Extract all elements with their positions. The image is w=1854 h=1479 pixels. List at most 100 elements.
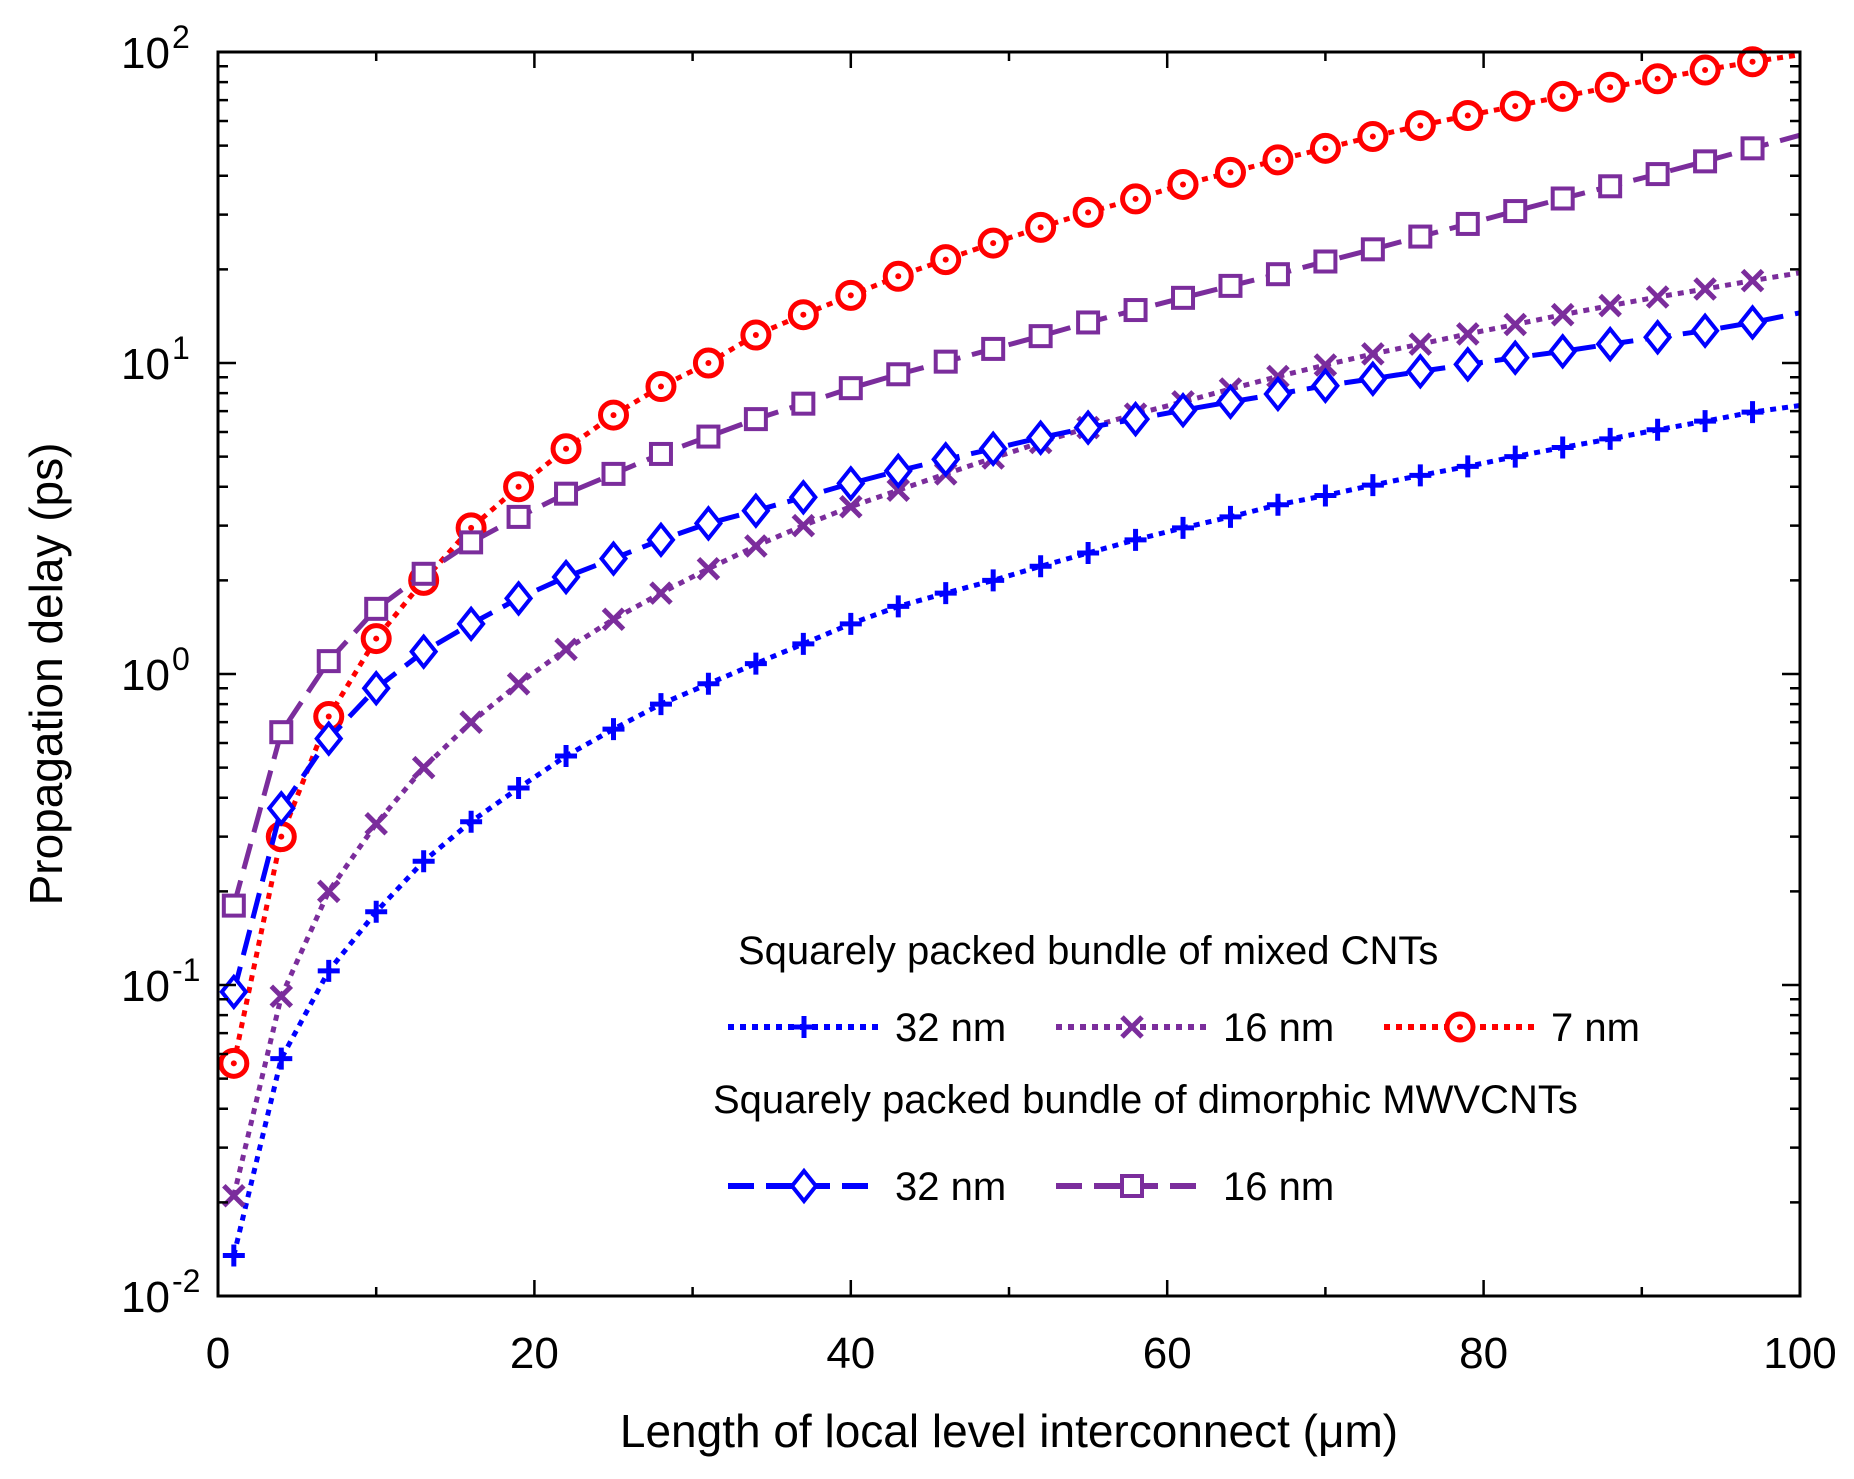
legend-marker-mixed-32nm (793, 1016, 815, 1038)
data-point-dimorphic-16nm (1455, 211, 1480, 236)
data-point-mixed-32nm (1409, 464, 1432, 487)
data-point-mixed-32nm (1361, 474, 1384, 497)
legend: Squarely packed bundle of mixed CNTs Squ… (713, 929, 1640, 1209)
legend-label-mixed-32nm: 32 nm (895, 1006, 1006, 1050)
data-point-dimorphic-32nm (409, 633, 439, 670)
data-point-dimorphic-32nm (978, 430, 1008, 467)
data-point-mixed-16nm (886, 478, 911, 502)
data-point-dimorphic-32nm (1073, 409, 1103, 446)
data-point-dimorphic-16nm (1218, 273, 1243, 298)
data-point-dimorphic-32nm (1595, 325, 1625, 363)
data-point-mixed-7nm (835, 279, 867, 311)
x-tick-label: 100 (1763, 1329, 1836, 1378)
data-point-mixed-7nm (218, 1047, 250, 1079)
data-point-dimorphic-32nm (1737, 304, 1768, 341)
series-line-mixed-7nm (231, 52, 1801, 1064)
data-point-dimorphic-16nm (1740, 136, 1765, 161)
data-point-mixed-16nm (1645, 285, 1670, 309)
data-point-mixed-32nm (934, 582, 957, 605)
data-point-mixed-32nm (555, 744, 578, 767)
axis-ticks (216, 50, 1802, 1298)
data-point-mixed-7nm (692, 347, 724, 379)
legend-marker-dimorphic-16nm (1120, 1174, 1144, 1198)
data-point-mixed-16nm (1503, 312, 1528, 337)
data-point-mixed-7nm (1499, 90, 1531, 122)
data-point-dimorphic-16nm (1171, 285, 1196, 310)
series-mixed-32nm (222, 401, 1801, 1267)
x-tick-label: 0 (206, 1329, 230, 1378)
data-point-mixed-32nm (602, 718, 625, 741)
data-point-dimorphic-16nm (221, 893, 246, 918)
data-point-dimorphic-16nm (1693, 149, 1718, 174)
data-point-mixed-32nm (887, 595, 910, 618)
data-point-mixed-7nm (977, 227, 1009, 259)
data-point-dimorphic-16nm (933, 349, 958, 374)
data-point-mixed-7nm (1214, 156, 1246, 188)
data-point-mixed-32nm (744, 652, 767, 675)
data-point-dimorphic-32nm (836, 465, 866, 502)
data-point-mixed-7nm (1594, 71, 1626, 103)
ticks-layer (216, 50, 1802, 1298)
data-point-mixed-16nm (1408, 332, 1433, 356)
data-point-mixed-16nm (601, 607, 626, 632)
data-point-mixed-16nm (744, 534, 768, 558)
legend-marker-dimorphic-32nm (789, 1167, 819, 1205)
data-point-dimorphic-16nm (648, 441, 673, 466)
data-point-dimorphic-32nm (1168, 392, 1198, 429)
data-point-mixed-7nm (787, 299, 819, 331)
data-point-mixed-32nm (1551, 436, 1574, 459)
data-point-dimorphic-32nm (741, 492, 771, 529)
data-point-mixed-32nm (649, 693, 672, 716)
legend-entry-mixed-7nm: 7 nm (1384, 1006, 1640, 1050)
data-point-dimorphic-32nm (1120, 400, 1151, 438)
y-axis-title: Propagation delay (ps) (20, 443, 72, 906)
data-point-dimorphic-32nm (219, 973, 249, 1011)
data-point-mixed-16nm (791, 513, 816, 538)
data-point-dimorphic-16nm (1028, 324, 1053, 349)
data-point-dimorphic-16nm (269, 720, 294, 745)
data-point-mixed-16nm (506, 672, 531, 696)
y-tick-label: 10 -2 (121, 1263, 200, 1322)
data-point-mixed-7nm (550, 433, 582, 465)
data-point-mixed-7nm (1737, 46, 1769, 78)
data-point-dimorphic-32nm (361, 670, 391, 707)
data-point-mixed-7nm (1167, 168, 1199, 200)
legend-marker-mixed-16nm (1120, 1015, 1144, 1039)
y-tick-label: 10 2 (121, 19, 190, 78)
data-point-dimorphic-32nm (1026, 419, 1056, 456)
data-point-mixed-32nm (317, 959, 340, 982)
data-point-mixed-7nm (645, 371, 677, 403)
svg-text:1: 1 (172, 330, 190, 366)
data-point-dimorphic-16nm (1265, 262, 1290, 287)
data-point-mixed-16nm (1361, 342, 1385, 366)
data-point-dimorphic-32nm (551, 558, 581, 596)
data-point-mixed-32nm (1314, 484, 1337, 507)
svg-text:10: 10 (121, 651, 170, 700)
x-tick-label: 60 (1143, 1329, 1192, 1378)
legend-label-mixed-16nm: 16 nm (1223, 1006, 1334, 1050)
data-point-mixed-32nm (1456, 455, 1479, 478)
series-line-dimorphic-32nm (231, 310, 1801, 993)
data-point-mixed-7nm (930, 244, 962, 276)
data-point-mixed-7nm (1357, 120, 1389, 152)
data-point-mixed-16nm (696, 556, 721, 581)
data-point-dimorphic-16nm (838, 376, 863, 401)
data-point-dimorphic-32nm (456, 605, 486, 643)
data-point-mixed-32nm (1266, 493, 1289, 516)
data-point-dimorphic-16nm (1645, 162, 1670, 187)
series-line-mixed-32nm (231, 403, 1801, 1257)
data-point-dimorphic-16nm (981, 336, 1006, 361)
data-point-mixed-7nm (1452, 99, 1484, 131)
data-point-mixed-16nm (1693, 277, 1717, 301)
data-point-mixed-32nm (460, 810, 483, 833)
svg-text:10: 10 (121, 962, 170, 1011)
data-point-mixed-16nm (459, 710, 483, 734)
data-point-mixed-16nm (554, 637, 578, 662)
data-point-dimorphic-32nm (1643, 319, 1673, 356)
x-tick-label: 20 (510, 1329, 559, 1378)
data-point-dimorphic-16nm (1360, 237, 1385, 262)
legend-entry-dimorphic-16nm: 16 nm (1056, 1165, 1334, 1209)
data-point-dimorphic-32nm (1690, 312, 1720, 349)
